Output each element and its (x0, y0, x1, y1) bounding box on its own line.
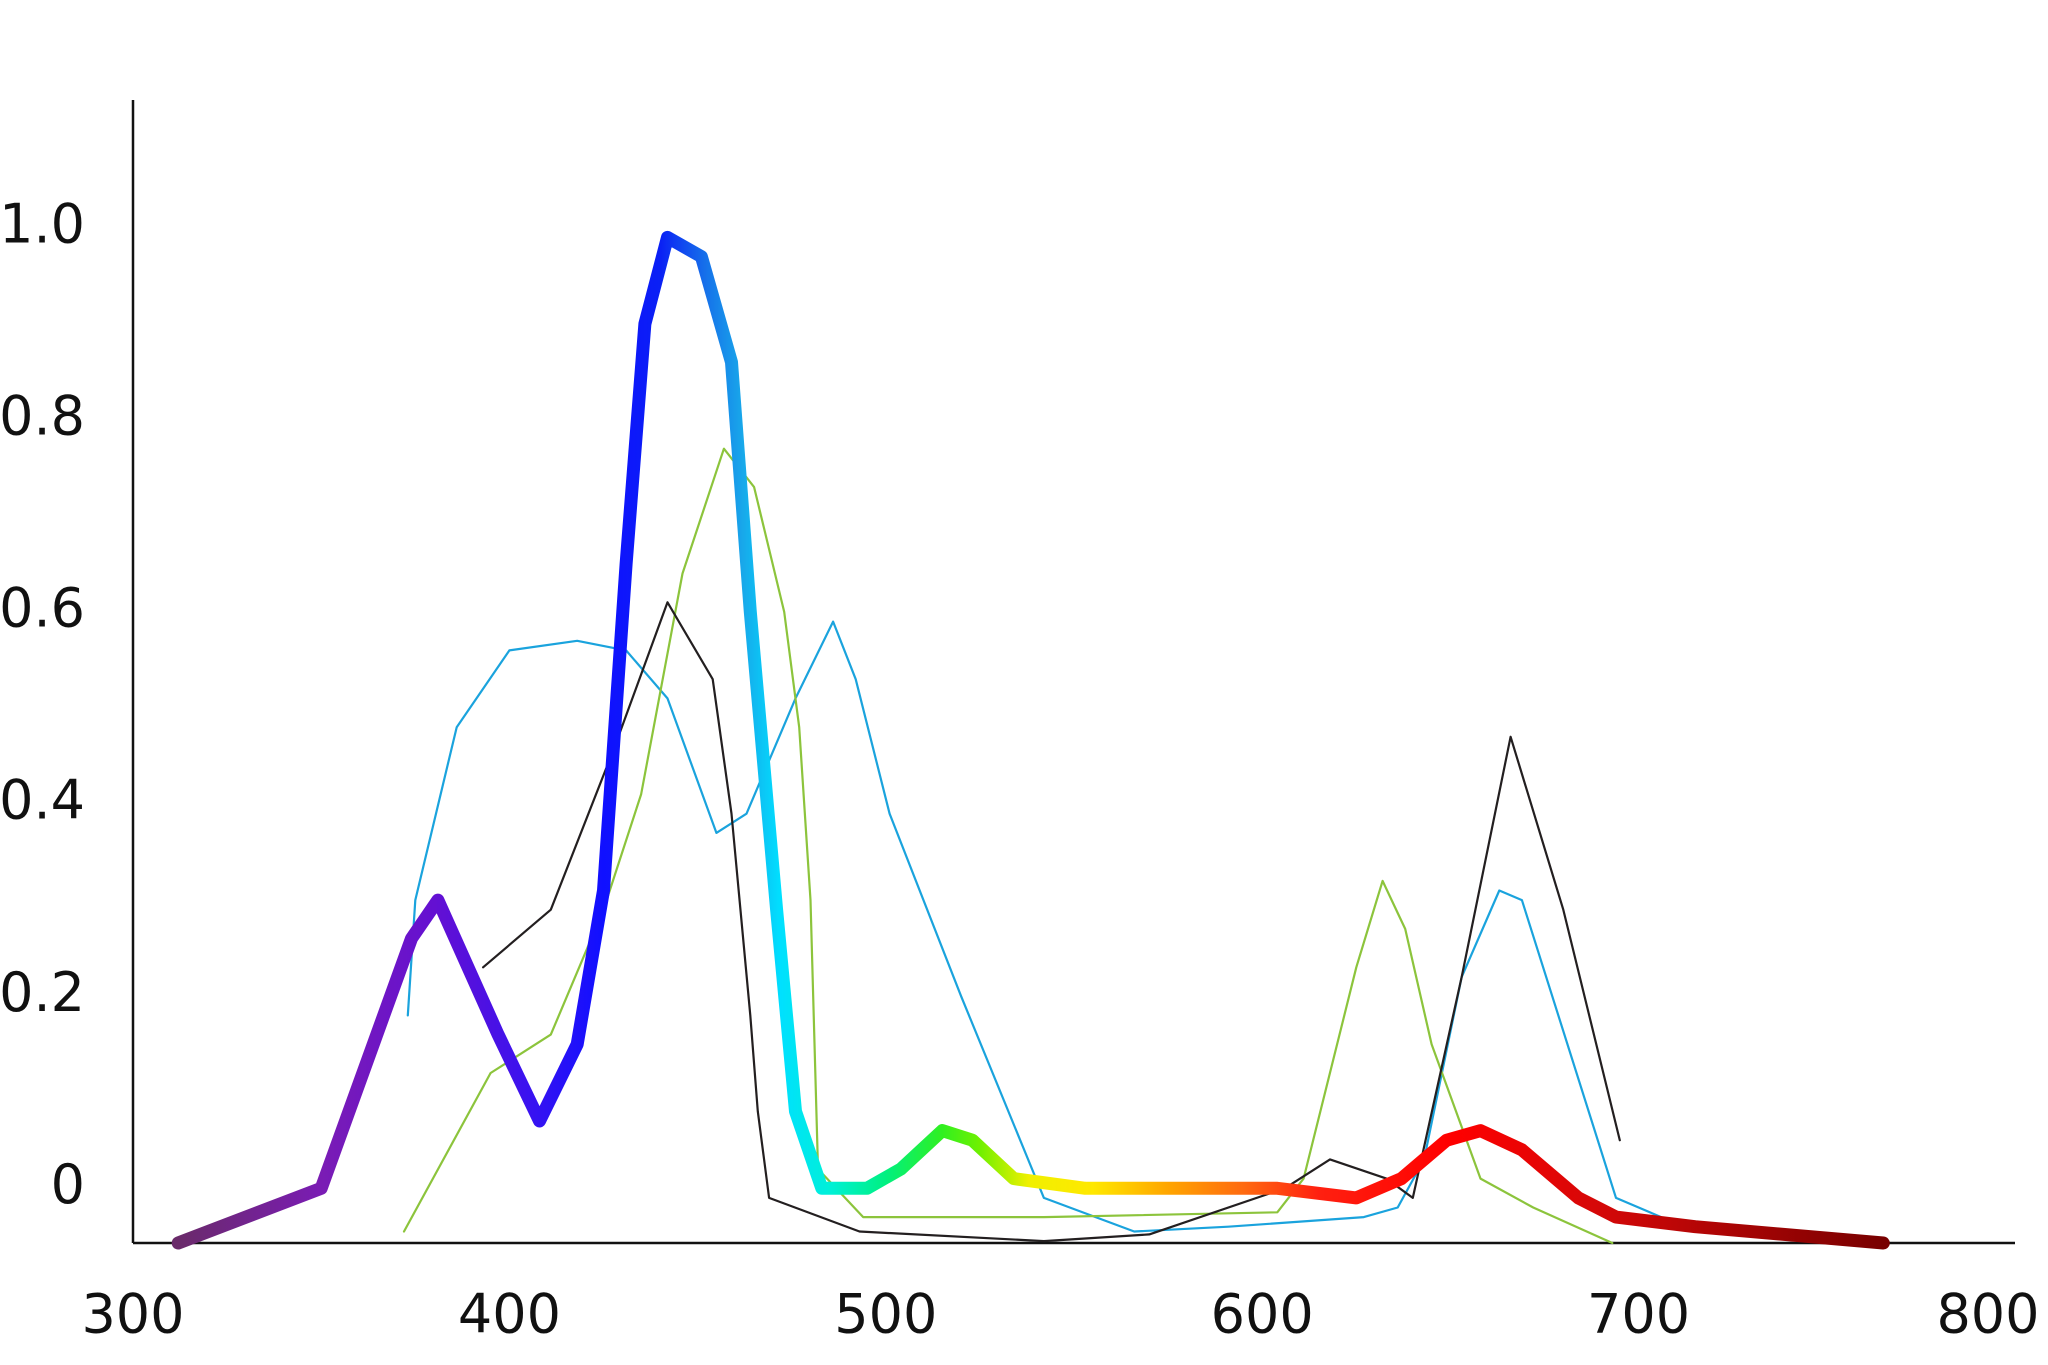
x-tick-label: 400 (458, 1283, 561, 1346)
spectrum-line (171, 230, 1890, 1250)
x-tick-label: 800 (1936, 1283, 2039, 1346)
y-tick-label: 0.2 (0, 961, 85, 1024)
y-tick-label: 0.8 (0, 384, 85, 447)
x-tick-label: 500 (834, 1283, 937, 1346)
x-tick-label: 700 (1587, 1283, 1690, 1346)
y-tick-label: 0 (51, 1153, 85, 1216)
x-tick-label: 600 (1211, 1283, 1314, 1346)
x-tick-label: 300 (81, 1283, 184, 1346)
y-tick-label: 1.0 (0, 192, 85, 255)
y-tick-label: 0.4 (0, 769, 85, 832)
line (482, 601, 1621, 1243)
y-tick-label: 0.6 (0, 577, 85, 640)
